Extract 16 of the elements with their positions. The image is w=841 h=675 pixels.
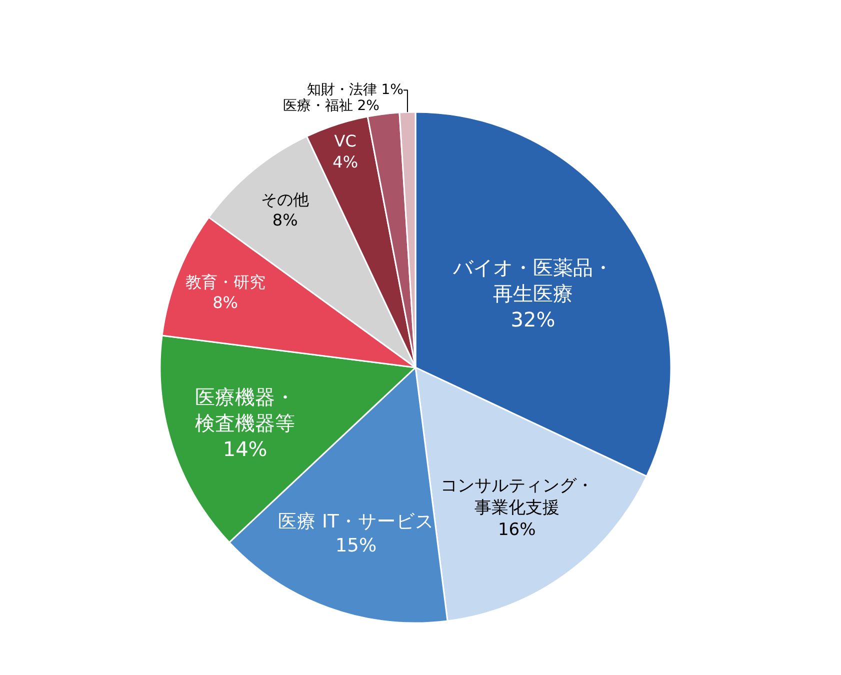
data-label: 8% xyxy=(272,210,298,230)
data-label: 8% xyxy=(212,293,238,312)
slice-label: コンサルティング・事業化支援 xyxy=(440,476,594,518)
data-label: 4% xyxy=(332,152,358,172)
data-label: 14% xyxy=(222,436,268,461)
slice-label: 医療機器・検査機器等 xyxy=(195,384,296,435)
slice-label: VC xyxy=(334,132,356,151)
slice-label: バイオ・医薬品・再生医療 xyxy=(452,255,613,306)
slice-label: 知財・法律 1% xyxy=(306,82,404,98)
data-label: 15% xyxy=(335,535,377,556)
slice-label: 医療 IT・サービス xyxy=(278,510,434,532)
data-label: 32% xyxy=(510,307,556,332)
data-label: 16% xyxy=(498,520,536,540)
slice-label: その他 xyxy=(261,190,310,209)
slice-label: 教育・研究 xyxy=(185,272,266,292)
slice-label: 医療・福祉 2% xyxy=(282,98,380,114)
